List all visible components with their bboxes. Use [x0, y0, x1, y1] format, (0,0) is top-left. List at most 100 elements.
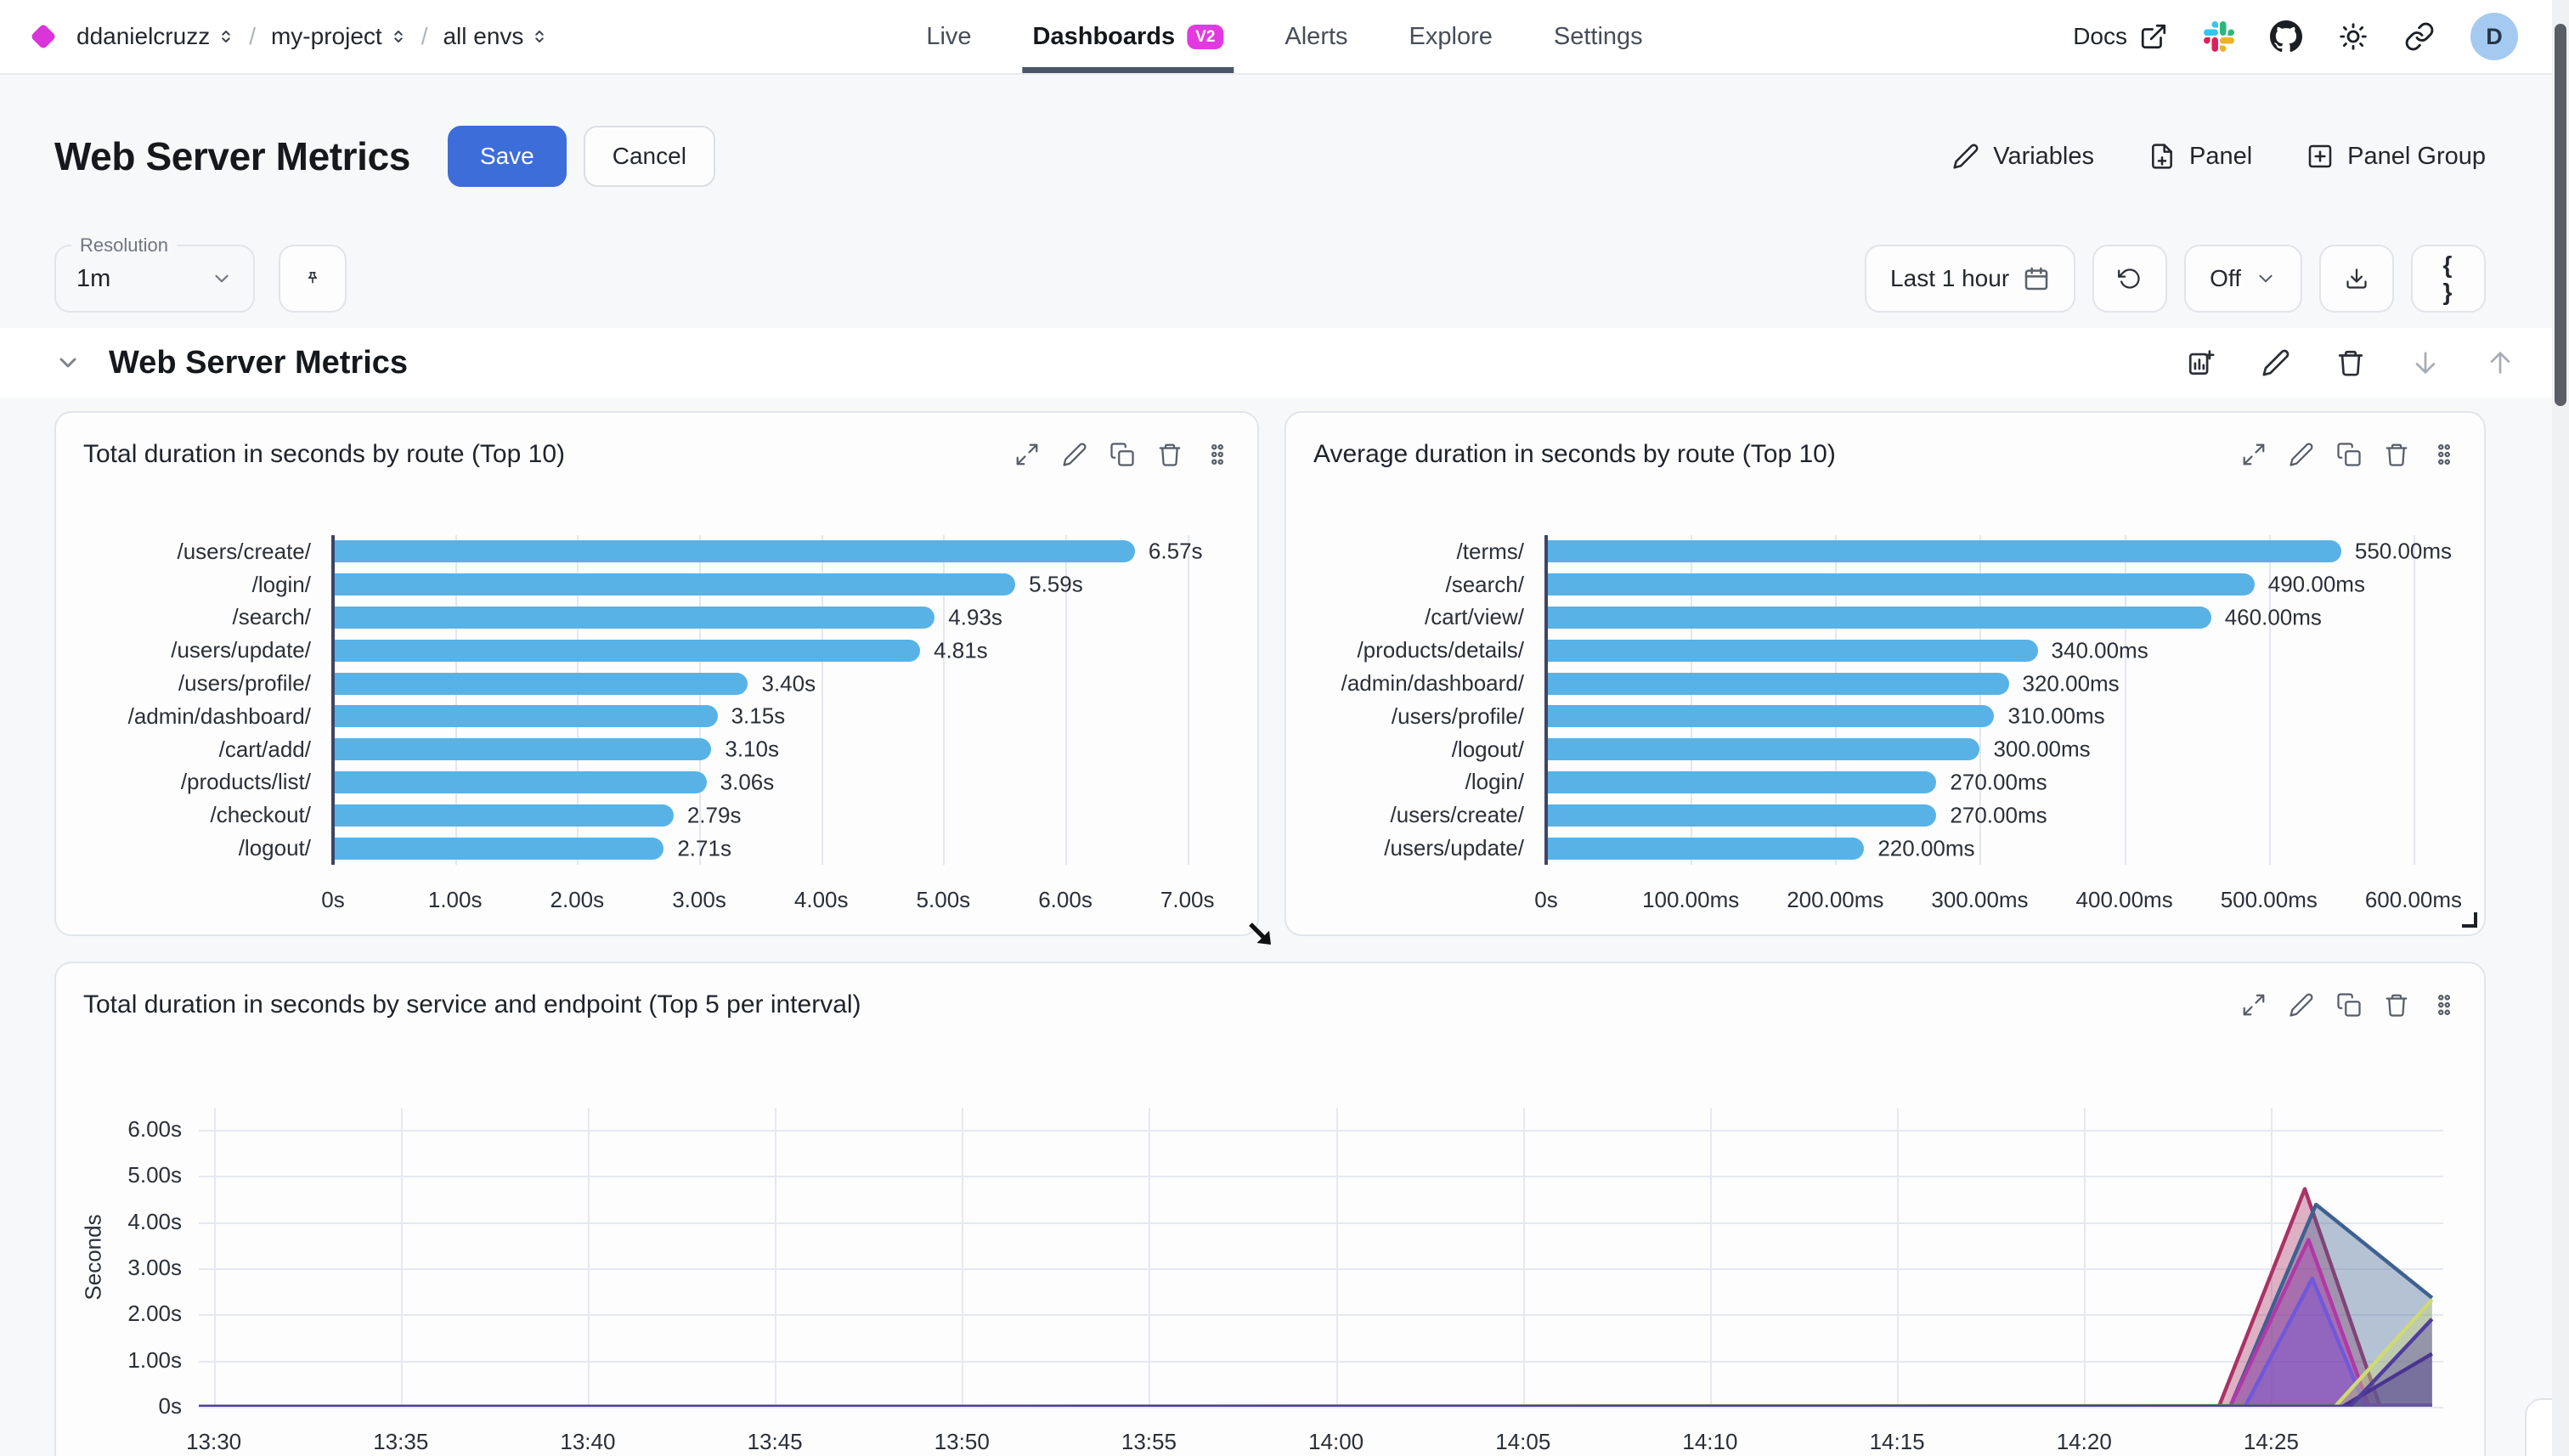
chevron-updown-icon: [535, 31, 545, 42]
hbar-chart: /users/create/6.57s/login/5.59s/search/4…: [56, 535, 1257, 921]
category-label: /products/details/: [1357, 637, 1524, 663]
bar[interactable]: [333, 639, 921, 662]
bar[interactable]: [333, 573, 1016, 596]
breadcrumb-org-selector[interactable]: ddanielcruzz: [76, 23, 234, 50]
panel-resize-handle[interactable]: [2462, 912, 2477, 928]
mouse-cursor-resize-arrow: [1249, 923, 1271, 945]
edit-icon[interactable]: [2289, 442, 2314, 467]
auto-refresh-select[interactable]: Off: [2184, 245, 2302, 313]
tab-settings[interactable]: Settings: [1553, 22, 1643, 50]
drag-handle-icon[interactable]: [2431, 992, 2457, 1018]
delete-icon[interactable]: [2384, 992, 2409, 1018]
nav-right-cluster: Docs D: [2073, 13, 2518, 60]
bar[interactable]: [1546, 672, 2009, 695]
share-link-icon[interactable]: [2404, 21, 2435, 52]
value-label: 270.00ms: [1950, 802, 2047, 828]
tab-explore[interactable]: Explore: [1409, 22, 1493, 50]
x-tick-label: 13:40: [560, 1429, 616, 1454]
panel-group-header: Web Server Metrics: [0, 328, 2569, 398]
breadcrumb-env-selector[interactable]: all envs: [443, 23, 547, 50]
bar[interactable]: [1546, 540, 2341, 563]
move-up-icon[interactable]: [2486, 348, 2515, 377]
bar[interactable]: [333, 672, 748, 695]
github-icon[interactable]: [2270, 20, 2302, 53]
resolution-select[interactable]: Resolution 1m: [54, 234, 255, 313]
bar-track: 550.00ms: [1546, 535, 2457, 568]
gridline: [577, 535, 579, 865]
expand-icon[interactable]: [2241, 442, 2267, 467]
bar-row: /users/update/4.81s: [73, 634, 1230, 667]
move-down-icon[interactable]: [2411, 348, 2440, 377]
edit-icon[interactable]: [2261, 348, 2290, 377]
download-button[interactable]: [2319, 245, 2394, 313]
save-button[interactable]: Save: [447, 126, 567, 187]
edit-icon[interactable]: [2289, 992, 2314, 1018]
tab-alerts[interactable]: Alerts: [1284, 22, 1348, 50]
gridline: [213, 1108, 216, 1407]
bar[interactable]: [1546, 738, 1980, 761]
x-tick-label: 13:35: [373, 1429, 429, 1454]
add-panel-button[interactable]: Panel: [2148, 143, 2252, 171]
x-tick-label: 14:10: [1682, 1429, 1738, 1454]
docs-link[interactable]: Docs: [2073, 22, 2168, 51]
edit-icon[interactable]: [1062, 442, 1087, 467]
scrollbar-thumb[interactable]: [2555, 24, 2566, 406]
user-avatar[interactable]: D: [2470, 13, 2518, 60]
bar[interactable]: [333, 606, 935, 629]
drag-handle-icon[interactable]: [2431, 442, 2457, 467]
add-panel-group-button[interactable]: Panel Group: [2306, 143, 2486, 171]
resolution-label: Resolution: [71, 234, 177, 257]
y-tick-label: 5.00s: [127, 1162, 182, 1188]
avatar-initial: D: [2486, 23, 2503, 49]
cancel-button[interactable]: Cancel: [583, 126, 715, 187]
bar[interactable]: [333, 705, 718, 728]
collapse-chevron-icon[interactable]: [54, 349, 82, 376]
gridline: [2271, 1108, 2273, 1407]
bar[interactable]: [1546, 573, 2255, 596]
brand-logo-icon[interactable]: [30, 23, 57, 50]
bar[interactable]: [1546, 705, 1995, 728]
delete-icon[interactable]: [2336, 348, 2365, 377]
pencil-icon: [1953, 144, 1979, 169]
value-label: 490.00ms: [2267, 571, 2365, 597]
bar[interactable]: [1546, 606, 2211, 629]
variables-button[interactable]: Variables: [1952, 143, 2094, 171]
json-view-button[interactable]: { }: [2411, 245, 2486, 313]
expand-icon[interactable]: [1014, 442, 1040, 467]
tab-live[interactable]: Live: [926, 22, 972, 50]
bar[interactable]: [333, 738, 712, 761]
bar[interactable]: [333, 540, 1135, 563]
x-tick-label: 100.00ms: [1642, 886, 1740, 912]
tab-dashboards[interactable]: Dashboards V2: [1022, 0, 1235, 73]
bar[interactable]: [333, 804, 674, 827]
bar-row: /terms/550.00ms: [1303, 535, 2457, 568]
duplicate-icon[interactable]: [2336, 442, 2362, 467]
dashboard-toolbar: Resolution 1m Last 1 hour Off { }: [54, 234, 2486, 313]
drag-handle-icon[interactable]: [1205, 442, 1230, 467]
breadcrumb-project-selector[interactable]: my-project: [271, 23, 406, 50]
theme-sun-icon[interactable]: [2338, 21, 2369, 52]
bar[interactable]: [1546, 837, 1865, 860]
bar[interactable]: [1546, 804, 1937, 827]
pin-resolution-button[interactable]: [279, 245, 347, 313]
bar[interactable]: [333, 770, 707, 793]
series-plot[interactable]: [199, 1108, 2443, 1407]
expand-icon[interactable]: [2241, 992, 2267, 1018]
bar[interactable]: [333, 837, 664, 860]
x-tick-label: 14:20: [2056, 1429, 2112, 1454]
gridline: [1522, 1108, 1525, 1407]
bar[interactable]: [1546, 770, 1937, 793]
delete-icon[interactable]: [2384, 442, 2409, 467]
duplicate-icon[interactable]: [1109, 442, 1135, 467]
duplicate-icon[interactable]: [2336, 992, 2362, 1018]
add-panel-icon[interactable]: [2187, 348, 2216, 377]
refresh-button[interactable]: [2092, 245, 2168, 313]
gridline: [1335, 1108, 1338, 1407]
slack-icon[interactable]: [2204, 21, 2234, 52]
delete-icon[interactable]: [1157, 442, 1183, 467]
bar-track: 6.57s: [333, 535, 1230, 568]
breadcrumb-env-label: all envs: [443, 23, 524, 49]
time-range-button[interactable]: Last 1 hour: [1865, 245, 2076, 313]
bar-row: /login/5.59s: [73, 568, 1230, 601]
bar[interactable]: [1546, 639, 2038, 662]
